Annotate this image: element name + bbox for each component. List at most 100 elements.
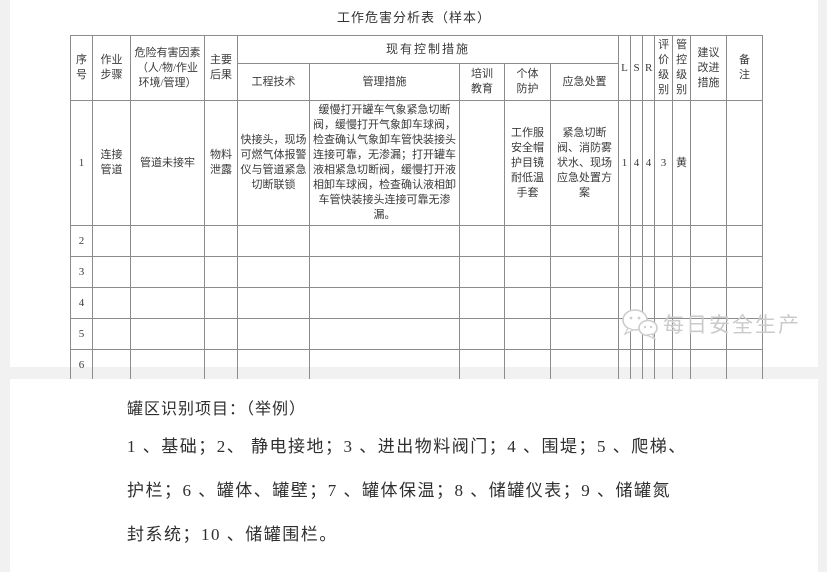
col-header-r: R bbox=[642, 35, 656, 101]
table-cell bbox=[237, 256, 310, 288]
cell-pingjia: 3 bbox=[654, 100, 674, 226]
table-cell bbox=[672, 256, 692, 288]
table-cell bbox=[726, 318, 764, 350]
table-cell bbox=[309, 349, 460, 381]
cell-gongcheng: 快接头，现场可燃气体报警仪与管道紧急切断联锁 bbox=[237, 100, 310, 226]
cell-zuoye: 连接管道 bbox=[92, 100, 131, 226]
table-cell bbox=[630, 225, 644, 257]
table-cell bbox=[130, 287, 205, 319]
table-row: 1 连接管道 管道未接牢 物料泄露 快接头，现场可燃气体报警仪与管道紧急切断联锁… bbox=[70, 100, 764, 226]
table-cell bbox=[618, 287, 632, 319]
table-cell bbox=[654, 225, 674, 257]
cell-yingji: 紧急切断阀、消防雾状水、现场应急处置方案 bbox=[549, 100, 620, 226]
table-cell bbox=[549, 225, 620, 257]
table-cell bbox=[630, 318, 644, 350]
table-cell bbox=[130, 318, 205, 350]
cell-xuhao: 5 bbox=[70, 318, 93, 350]
cell-geti: 工作服 安全帽 护目镜 耐低温 手套 bbox=[504, 100, 551, 226]
notes-line: 护栏；6 、罐体、罐壁；7 、罐体保温；8 、储罐仪表；9 、储罐氮 bbox=[127, 481, 671, 500]
table-cell bbox=[504, 256, 551, 288]
cell-jianyi bbox=[690, 100, 728, 226]
col-header-guanli: 管理措施 bbox=[309, 63, 460, 101]
table-cell bbox=[92, 349, 131, 381]
table-row: 4 bbox=[70, 287, 764, 319]
table-cell bbox=[309, 318, 460, 350]
table-cell bbox=[130, 349, 205, 381]
cell-guanli: 缓慢打开罐车气象紧急切断阀，缓慢打开气象卸车球阀，检查确认气象卸车管快装接头连接… bbox=[309, 100, 460, 226]
table-row: 6 bbox=[70, 349, 764, 381]
col-header-guankong: 管控级别 bbox=[672, 35, 692, 101]
cell-peixun bbox=[459, 100, 505, 226]
table-cell bbox=[690, 225, 728, 257]
cell-xuhao: 2 bbox=[70, 225, 93, 257]
table-cell bbox=[237, 225, 310, 257]
page-title: 工作危害分析表（样本） bbox=[336, 10, 491, 25]
notes-line: 1 、基础；2、 静电接地；3 、进出物料阀门；4 、围堤；5 、爬梯、 bbox=[127, 437, 687, 456]
table-cell bbox=[642, 349, 656, 381]
table-cell bbox=[618, 318, 632, 350]
table-cell bbox=[549, 287, 620, 319]
table-cell bbox=[309, 287, 460, 319]
table-cell bbox=[618, 349, 632, 381]
table-cell bbox=[237, 349, 310, 381]
col-header-pingjia: 评价级别 bbox=[654, 35, 674, 101]
table-cell bbox=[672, 318, 692, 350]
col-header-weixian: 危险有害因素（人/物/作业环境/管理） bbox=[130, 35, 205, 101]
cell-guankong: 黄 bbox=[672, 100, 692, 226]
table-cell bbox=[642, 318, 656, 350]
table-cell bbox=[92, 225, 131, 257]
cell-xuhao: 1 bbox=[70, 100, 93, 226]
cell-xuhao: 3 bbox=[70, 256, 93, 288]
table-cell bbox=[630, 287, 644, 319]
table-cell bbox=[459, 349, 505, 381]
cell-xuhao: 4 bbox=[70, 287, 93, 319]
table-cell bbox=[726, 256, 764, 288]
table-cell bbox=[618, 225, 632, 257]
col-header-group-kongzhi: 现有控制措施 bbox=[236, 34, 620, 65]
table-cell bbox=[459, 225, 505, 257]
table-cell bbox=[672, 349, 692, 381]
table-cell bbox=[92, 318, 131, 350]
col-header-houguo: 主要后果 bbox=[204, 35, 238, 101]
table-cell bbox=[726, 287, 764, 319]
table-cell bbox=[237, 318, 310, 350]
table-cell bbox=[654, 256, 674, 288]
table-cell bbox=[654, 349, 674, 381]
table-cell bbox=[92, 287, 131, 319]
table-cell bbox=[459, 256, 505, 288]
table-cell bbox=[204, 256, 238, 288]
notes-line: 封系统；10 、储罐围栏。 bbox=[127, 525, 338, 544]
table-cell bbox=[549, 349, 620, 381]
table-panel: 工作危害分析表（样本） 序号 作业步骤 危险有害因素（人/物/作业环境/管理） … bbox=[10, 0, 818, 381]
notes-block: 罐区识别项目：（举例） 1 、基础；2、 静电接地；3 、进出物料阀门；4 、围… bbox=[10, 379, 818, 545]
table-cell bbox=[504, 318, 551, 350]
table-cell bbox=[504, 287, 551, 319]
table-cell bbox=[654, 287, 674, 319]
table-cell bbox=[92, 256, 131, 288]
table-cell bbox=[204, 225, 238, 257]
table-cell bbox=[690, 287, 728, 319]
table-cell bbox=[237, 287, 310, 319]
table-cell bbox=[504, 349, 551, 381]
notes-panel: 罐区识别项目：（举例） 1 、基础；2、 静电接地；3 、进出物料阀门；4 、围… bbox=[10, 379, 818, 572]
col-header-gongcheng: 工程技术 bbox=[237, 63, 310, 101]
table-cell bbox=[672, 225, 692, 257]
table-cell bbox=[204, 287, 238, 319]
table-row: 3 bbox=[70, 256, 764, 288]
table-row: 2 bbox=[70, 225, 764, 257]
table-cell bbox=[672, 287, 692, 319]
table-cell bbox=[726, 225, 764, 257]
table-cell bbox=[642, 225, 656, 257]
col-header-s: S bbox=[630, 35, 644, 101]
col-header-yingji: 应急处置 bbox=[549, 63, 620, 101]
col-header-beizhu: 备注 bbox=[726, 35, 764, 101]
table-cell bbox=[690, 256, 728, 288]
col-header-peixun: 培训教育 bbox=[459, 63, 505, 101]
table-cell bbox=[642, 256, 656, 288]
table-cell bbox=[654, 318, 674, 350]
notes-heading: 罐区识别项目：（举例） bbox=[127, 401, 307, 418]
col-header-jianyi: 建议改进措施 bbox=[690, 35, 728, 101]
table-cell bbox=[309, 256, 460, 288]
table-cell bbox=[630, 256, 644, 288]
table-cell bbox=[690, 318, 728, 350]
